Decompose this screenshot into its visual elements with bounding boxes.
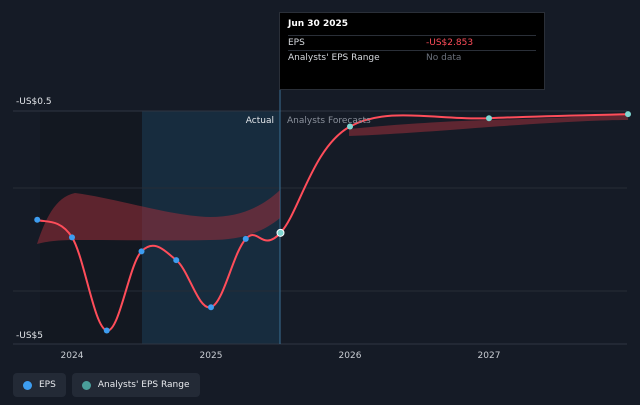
gridlines [13,110,627,345]
eps-point[interactable] [138,248,145,255]
eps-dot-icon [23,380,32,390]
actual-label: Actual [246,116,274,126]
legend: EPS Analysts' EPS Range [13,373,200,397]
eps-point[interactable] [34,216,41,223]
range-dot-icon [81,380,91,390]
eps-point[interactable] [69,234,75,241]
eps-point[interactable] [173,257,180,264]
forecast-eps-point[interactable] [486,115,492,122]
eps-points [34,111,631,334]
x-tick-2024: 2024 [61,351,84,361]
legend-eps[interactable]: EPS [13,373,66,397]
eps-point[interactable] [242,235,249,242]
analyst-range-left [37,190,280,244]
tooltip-range-value: No data [426,53,462,63]
x-tick-2026: 2026 [339,351,362,361]
legend-analysts-range[interactable]: Analysts' EPS Range [71,373,200,397]
tooltip-eps-value: -US$2.853 [426,38,474,48]
tooltip-range-row: Analysts' EPS Range No data [288,50,536,65]
forecast-label: Analysts Forecasts [287,116,371,126]
eps-line [36,113,629,332]
y-label-top: -US$0.5 [16,97,52,107]
x-tick-2025: 2025 [200,351,223,361]
tooltip-range-label: Analysts' EPS Range [288,53,380,63]
tooltip-date: Jun 30 2025 [288,19,349,29]
x-tick-2027: 2027 [478,351,501,361]
analyst-range-right [349,114,628,136]
eps-point[interactable] [208,304,214,311]
tooltip-eps-row: EPS -US$2.853 [288,35,536,50]
forecast-eps-point[interactable] [347,123,353,130]
legend-eps-label: EPS [39,380,56,390]
y-label-bottom: -US$5 [16,331,43,341]
tooltip-eps-label: EPS [288,38,305,48]
eps-point[interactable] [276,228,285,237]
tooltip: Jun 30 2025 EPS -US$2.853 Analysts' EPS … [279,12,545,90]
forecast-eps-point[interactable] [625,111,631,118]
eps-point[interactable] [103,327,110,334]
legend-range-label: Analysts' EPS Range [97,380,190,390]
